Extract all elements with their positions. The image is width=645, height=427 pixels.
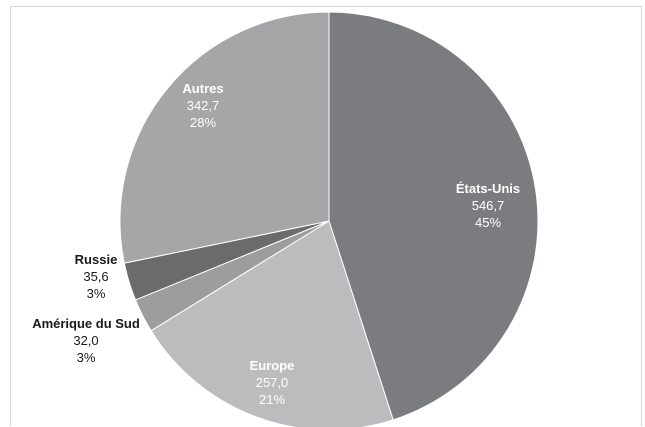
slice-label-percent-1: 21% xyxy=(259,392,285,407)
slice-label-name-0: États-Unis xyxy=(456,181,520,196)
chart-frame xyxy=(10,6,642,426)
slice-label-percent-4: 28% xyxy=(190,115,216,130)
slice-label-name-4: Autres xyxy=(182,81,223,96)
slice-label-value-2: 32,0 xyxy=(73,333,98,348)
slice-label-value-3: 35,6 xyxy=(83,269,108,284)
slice-label-percent-2: 3% xyxy=(77,350,96,365)
slice-label-value-0: 546,7 xyxy=(472,198,505,213)
slice-label-name-1: Europe xyxy=(250,358,295,373)
slice-label-value-4: 342,7 xyxy=(187,98,220,113)
slice-label-percent-0: 45% xyxy=(475,215,501,230)
pie-slice-4 xyxy=(119,11,330,264)
pie-slices xyxy=(119,11,539,427)
slice-label-value-1: 257,0 xyxy=(256,375,289,390)
slice-label-name-2: Amérique du Sud xyxy=(32,316,140,331)
pie-slice-1 xyxy=(150,220,394,427)
slice-label-percent-3: 3% xyxy=(87,286,106,301)
pie-labels: États-Unis 546,7 45% Europe 257,0 21% Amérique… xyxy=(32,81,520,407)
pie-slice-0 xyxy=(328,11,539,421)
slice-label-name-3: Russie xyxy=(75,252,118,267)
